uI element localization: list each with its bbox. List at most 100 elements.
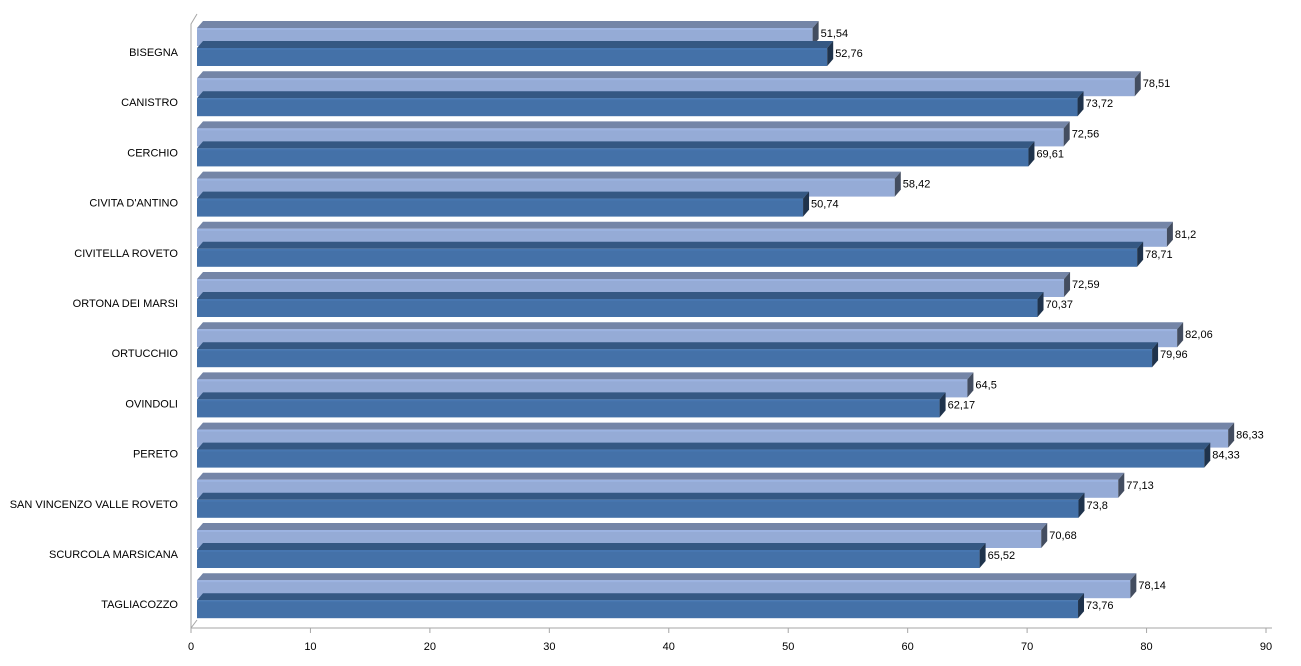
bar-highlight (197, 429, 1229, 432)
data-label: 65,52 (988, 550, 1016, 562)
bar (197, 499, 1079, 518)
category-label: PERETO (133, 449, 178, 461)
data-label: 79,96 (1160, 349, 1188, 361)
bar-side-face (803, 191, 810, 217)
bar-highlight (197, 48, 828, 50)
bar-highlight (197, 248, 1138, 251)
bar-highlight (197, 479, 1119, 482)
bar-side-face (967, 372, 974, 398)
bar-top-face (197, 472, 1125, 480)
bar-top-face (197, 523, 1048, 530)
bar-highlight (197, 449, 1205, 452)
x-tick-label: 20 (424, 641, 436, 653)
bar-side-face (1037, 292, 1044, 317)
bar-side-face (1041, 523, 1048, 548)
bar-highlight (197, 98, 1078, 101)
x-tick-label: 30 (543, 641, 555, 653)
bar-side-face (894, 171, 901, 197)
bar-top-face (197, 593, 1085, 601)
x-tick-label: 0 (188, 641, 194, 653)
bar-highlight (197, 299, 1038, 301)
data-label: 69,61 (1036, 148, 1064, 160)
bar-top-face (197, 121, 1070, 129)
data-label: 70,37 (1046, 299, 1074, 311)
category-label: CIVITELLA ROVETO (74, 248, 178, 260)
category-label: TAGLIACOZZO (101, 599, 178, 611)
bar-side-face (1228, 422, 1235, 448)
data-label: 73,8 (1087, 500, 1108, 512)
bar-highlight (197, 198, 804, 201)
chart-axes (190, 13, 1272, 633)
category-label: CANISTRO (121, 97, 178, 109)
bar-side-face (1166, 221, 1173, 247)
bar-top-face (197, 392, 946, 400)
bar-highlight (197, 379, 968, 382)
bar (197, 349, 1153, 368)
data-labels: 51,54 52,76 78,51 73,72 72,56 69,61 58,42 50,74… (811, 28, 1264, 612)
bar-side-face (1134, 71, 1141, 97)
bar-top-face (197, 41, 834, 48)
data-label: 64,5 (975, 379, 996, 391)
category-label: CERCHIO (127, 147, 178, 159)
x-tick-label: 40 (663, 641, 675, 653)
bar (197, 299, 1038, 317)
bar (197, 98, 1078, 117)
data-label: 58,42 (903, 179, 931, 191)
bar-side-face (1137, 241, 1144, 267)
bar-top-face (197, 543, 986, 550)
category-label: CIVITA D'ANTINO (89, 198, 178, 210)
data-label: 70,68 (1049, 530, 1077, 542)
bar-side-face (1028, 141, 1035, 167)
data-label: 77,13 (1126, 480, 1154, 492)
bar-top-face (197, 191, 810, 199)
bar (197, 248, 1138, 267)
bar-highlight (197, 600, 1079, 603)
bar-top-face (197, 221, 1173, 229)
category-label: SCURCOLA MARSICANA (49, 549, 179, 561)
bar-highlight (197, 148, 1029, 151)
data-label: 50,74 (811, 199, 839, 211)
bar-highlight (197, 580, 1131, 583)
data-label: 78,71 (1145, 249, 1173, 261)
bar-side-face (1130, 573, 1137, 599)
bar-side-face (939, 392, 946, 418)
data-label: 82,06 (1185, 329, 1213, 341)
bar-top-face (197, 21, 819, 28)
bar (197, 48, 828, 66)
back-wall-outline (190, 13, 198, 628)
bar-top-face (197, 141, 1035, 149)
bar-side-face (1078, 492, 1085, 518)
bar (197, 399, 940, 418)
data-label: 78,51 (1143, 78, 1171, 90)
data-label: 86,33 (1236, 430, 1264, 442)
data-label: 72,59 (1072, 279, 1100, 291)
bar (197, 148, 1029, 167)
data-label: 51,54 (821, 28, 849, 40)
bar-side-face (1152, 342, 1159, 368)
bar-highlight (197, 399, 940, 402)
bar-highlight (197, 499, 1079, 502)
bar (197, 600, 1079, 619)
bar-highlight (197, 530, 1042, 532)
x-tick-label: 80 (1140, 641, 1152, 653)
bar (197, 449, 1205, 468)
bar-side-face (1204, 442, 1211, 468)
category-label: SAN VINCENZO VALLE ROVETO (10, 499, 179, 511)
bar-highlight (197, 329, 1178, 332)
data-label: 62,17 (948, 399, 976, 411)
category-label: ORTONA DEI MARSI (73, 298, 178, 310)
bar-top-face (197, 442, 1211, 450)
bar-highlight (197, 228, 1167, 231)
bar-top-face (197, 492, 1085, 500)
data-label: 72,56 (1072, 128, 1100, 140)
bar-top-face (197, 342, 1159, 350)
bar-side-face (1118, 472, 1125, 498)
bar (197, 198, 804, 217)
bar-top-face (197, 422, 1235, 430)
category-labels: BISEGNA CANISTRO CERCHIO CIVITA D'ANTINO CIV… (10, 47, 179, 611)
data-label: 73,76 (1086, 600, 1114, 612)
bar-highlight (197, 128, 1064, 131)
bar-side-face (827, 41, 834, 66)
bar-highlight (197, 550, 980, 552)
